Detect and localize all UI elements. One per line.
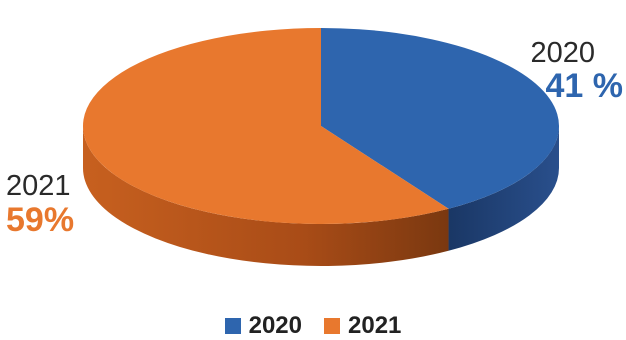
slice-label-2021: 2021	[6, 170, 71, 202]
legend-label-2020: 2020	[248, 312, 302, 339]
pie-side-2021	[83, 126, 449, 266]
legend-label-2021: 2021	[348, 312, 402, 339]
slice-label-2020: 2020	[530, 37, 595, 69]
legend-item-2020: 2020	[224, 312, 302, 340]
pie-side-2020	[448, 126, 559, 251]
slice-value-2020: 41 %	[546, 67, 624, 105]
slice-value-2021: 59%	[6, 201, 74, 239]
legend-swatch-2021	[324, 318, 340, 334]
legend-swatch-2020	[224, 318, 241, 334]
legend-item-2021: 2021	[324, 312, 401, 340]
pie-slice-2021	[83, 28, 449, 224]
pie-slice-2020	[321, 28, 560, 209]
legend: 2020 2021	[0, 312, 626, 340]
